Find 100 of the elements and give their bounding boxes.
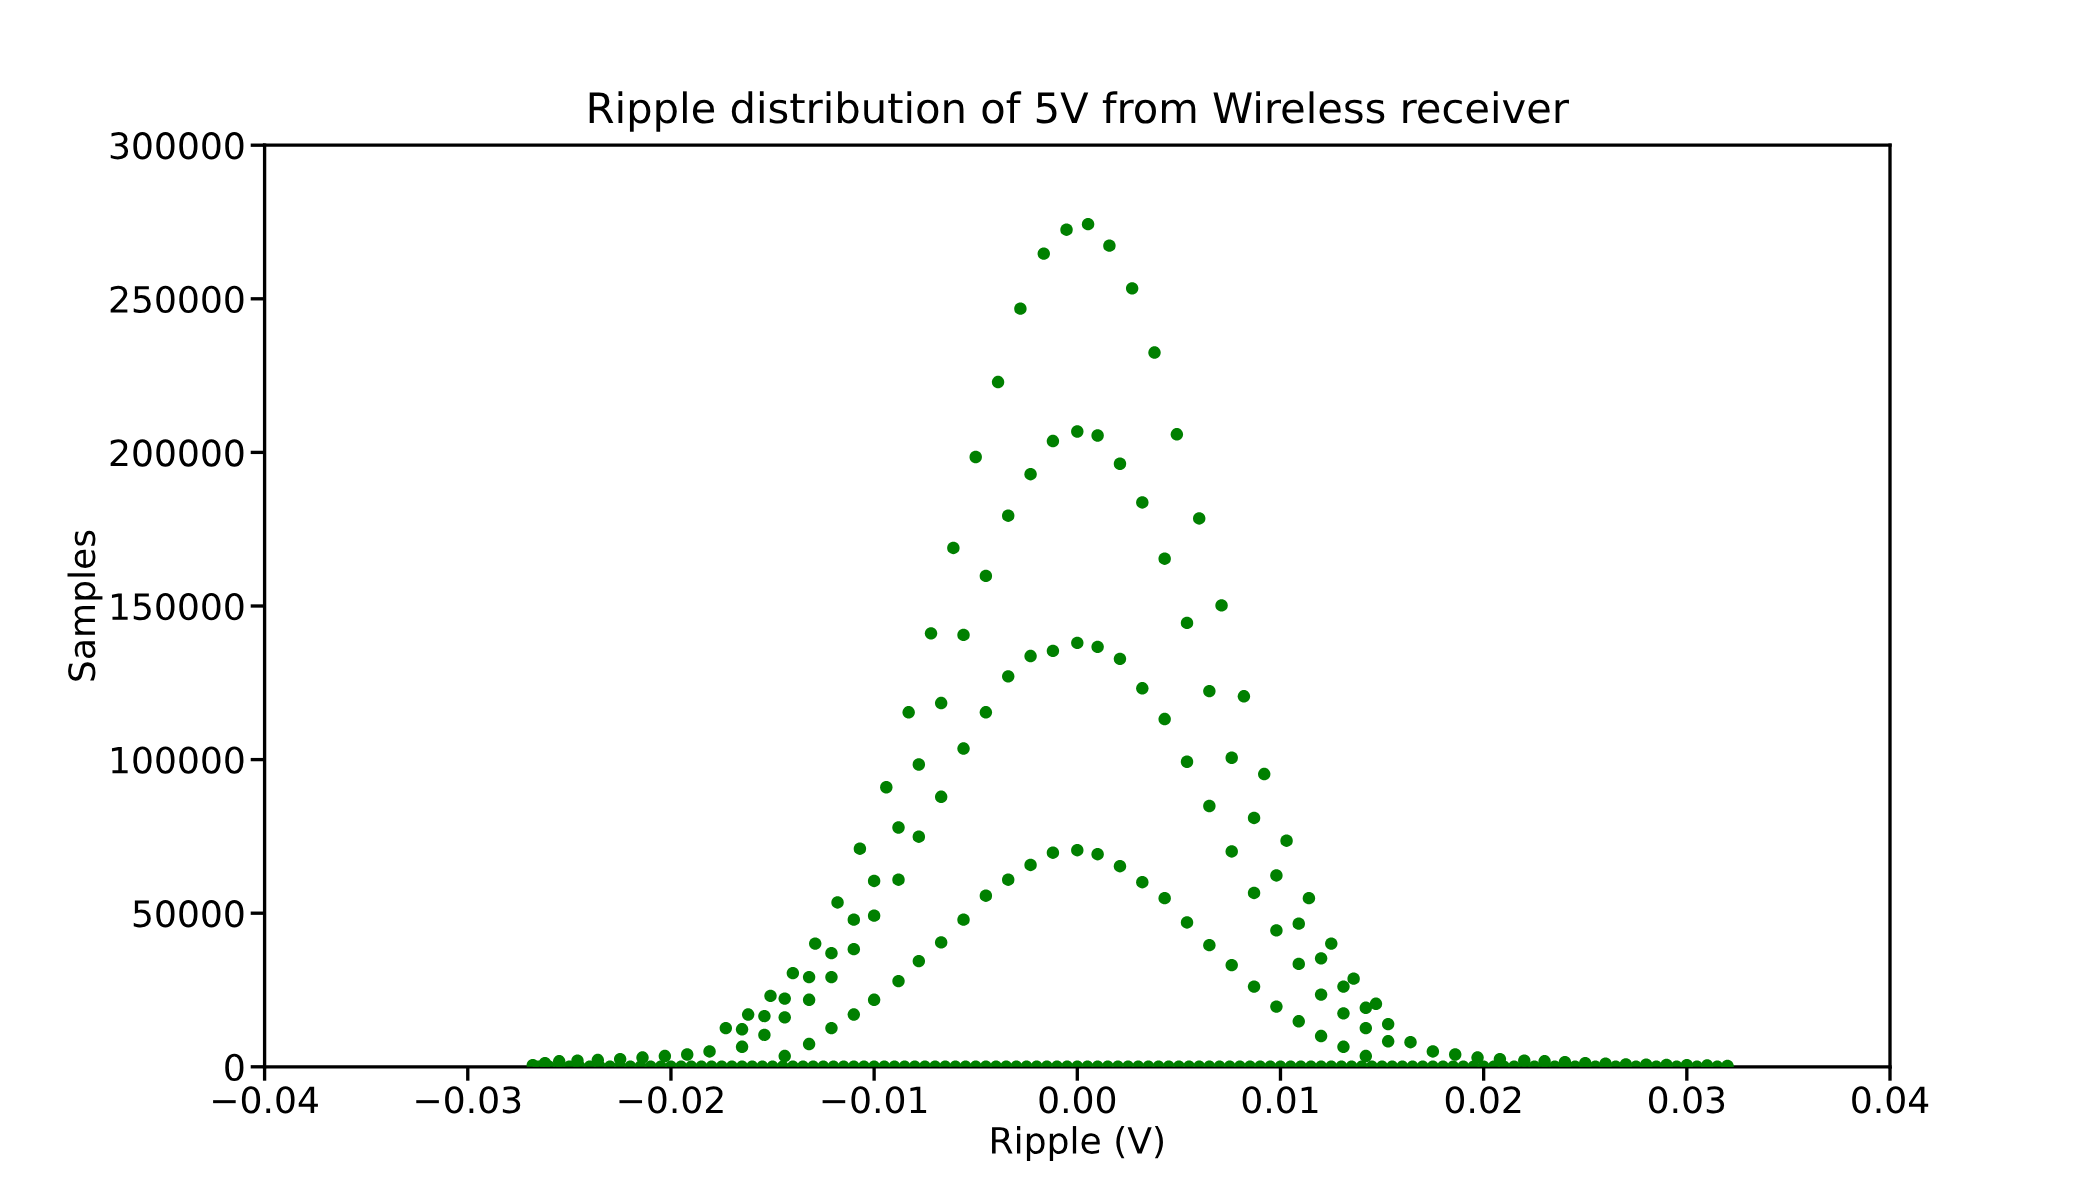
point (979, 569, 993, 583)
point (924, 627, 938, 640)
point (892, 974, 905, 988)
point (552, 1055, 566, 1067)
point (1024, 858, 1037, 872)
point (957, 628, 970, 642)
point (1314, 988, 1328, 1001)
y-tick-label: 300000 (110, 132, 244, 160)
point (847, 942, 861, 956)
point (1180, 916, 1194, 929)
point (1046, 846, 1060, 859)
point (636, 1051, 649, 1064)
point (1225, 958, 1238, 972)
point (1203, 684, 1216, 698)
x-axis-title: Ripple (V) (992, 1126, 1163, 1161)
point (1002, 670, 1015, 683)
point (1369, 997, 1383, 1011)
point (1071, 636, 1084, 650)
point (735, 1040, 749, 1054)
point (847, 913, 861, 926)
point (1337, 1007, 1350, 1020)
point (1002, 509, 1015, 522)
x-tick-label: 0.00 (1039, 1086, 1116, 1114)
point (825, 1021, 838, 1035)
point (1381, 1017, 1395, 1031)
point (658, 1049, 672, 1063)
point (831, 896, 844, 909)
point (758, 1009, 771, 1023)
x-tick-label: 0.03 (1649, 1086, 1725, 1114)
point (1404, 1036, 1417, 1049)
point (957, 913, 970, 926)
point (1225, 751, 1238, 764)
y-tick-label: 0 (225, 1053, 244, 1082)
point (991, 375, 1005, 389)
point (1579, 1056, 1592, 1067)
point (1270, 869, 1283, 882)
point (1158, 712, 1171, 726)
point (1046, 434, 1060, 448)
point (1280, 834, 1293, 847)
point (1518, 1054, 1531, 1067)
point (1538, 1055, 1551, 1067)
point (778, 1049, 791, 1063)
point (703, 1045, 716, 1058)
point (1113, 457, 1127, 470)
point (1158, 552, 1171, 565)
x-tick-label: −0.01 (822, 1086, 927, 1114)
point (1180, 616, 1194, 630)
point (741, 1008, 755, 1021)
point (1359, 1021, 1373, 1035)
point (847, 1008, 861, 1021)
point (1247, 980, 1261, 993)
point (1024, 649, 1037, 663)
point (1192, 512, 1206, 525)
point (1125, 282, 1139, 295)
point (1314, 1029, 1328, 1043)
x-tick-label: −0.04 (213, 1086, 318, 1114)
point (802, 1037, 816, 1051)
x-tick-label: −0.02 (619, 1086, 723, 1114)
point (825, 970, 838, 984)
point (1302, 891, 1316, 905)
point (719, 1021, 733, 1035)
point (802, 993, 816, 1007)
point (758, 1028, 771, 1042)
point (1247, 886, 1261, 900)
point (538, 1056, 552, 1067)
point (934, 790, 948, 803)
point (1091, 640, 1104, 654)
point (957, 742, 970, 755)
point (912, 954, 926, 968)
x-tick-label: 0.02 (1445, 1086, 1521, 1114)
point (1081, 217, 1095, 231)
point (1002, 873, 1015, 886)
point (1136, 496, 1149, 509)
y-tick-label: 150000 (111, 592, 244, 621)
point (1558, 1055, 1572, 1067)
point (1158, 891, 1171, 905)
point (1060, 223, 1073, 236)
point (786, 966, 800, 980)
point (902, 706, 915, 719)
point (853, 842, 867, 855)
point (778, 1011, 791, 1024)
x-tick-label: 0.04 (1852, 1086, 1929, 1114)
point (1091, 429, 1104, 442)
point (1136, 682, 1149, 695)
point (934, 696, 948, 710)
point (1270, 1000, 1283, 1013)
point (1493, 1052, 1507, 1066)
point (591, 1053, 605, 1067)
point (1014, 302, 1027, 315)
y-axis-title: Samples (67, 530, 103, 681)
point (1046, 644, 1060, 658)
point (1337, 1040, 1350, 1054)
point (571, 1054, 584, 1067)
point (1314, 952, 1328, 965)
point (1148, 346, 1161, 359)
point (1071, 425, 1084, 438)
point (912, 830, 926, 843)
point (1180, 755, 1194, 768)
point (1037, 247, 1050, 260)
point (1103, 239, 1116, 252)
